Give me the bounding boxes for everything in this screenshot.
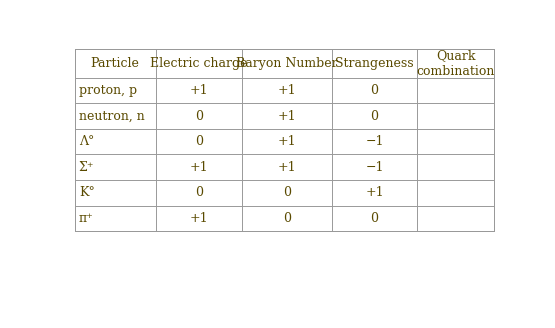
Text: +1: +1 — [278, 135, 296, 148]
Text: Electric charge: Electric charge — [150, 57, 248, 70]
Text: 0: 0 — [371, 84, 379, 97]
Text: +1: +1 — [189, 212, 208, 225]
Text: +1: +1 — [189, 161, 208, 174]
Text: +1: +1 — [189, 84, 208, 97]
Text: +1: +1 — [365, 186, 384, 199]
Text: π⁺: π⁺ — [79, 212, 94, 225]
Text: K°: K° — [79, 186, 95, 199]
Text: −1: −1 — [365, 161, 384, 174]
Text: −1: −1 — [365, 135, 384, 148]
Bar — [74, 50, 495, 231]
Text: Particle: Particle — [91, 57, 140, 70]
Text: +1: +1 — [278, 161, 296, 174]
Text: 0: 0 — [195, 186, 203, 199]
Text: 0: 0 — [371, 212, 379, 225]
Text: +1: +1 — [278, 110, 296, 123]
Text: Strangeness: Strangeness — [335, 57, 414, 70]
Text: 0: 0 — [195, 135, 203, 148]
Text: Σ⁺: Σ⁺ — [79, 161, 94, 174]
Text: 0: 0 — [282, 186, 291, 199]
Text: Λ°: Λ° — [79, 135, 94, 148]
Text: 0: 0 — [371, 110, 379, 123]
Text: Baryon Number: Baryon Number — [236, 57, 337, 70]
Text: proton, p: proton, p — [79, 84, 137, 97]
Text: neutron, n: neutron, n — [79, 110, 145, 123]
Text: 0: 0 — [195, 110, 203, 123]
Text: Quark
combination: Quark combination — [417, 49, 495, 78]
Text: 0: 0 — [282, 212, 291, 225]
Text: +1: +1 — [278, 84, 296, 97]
